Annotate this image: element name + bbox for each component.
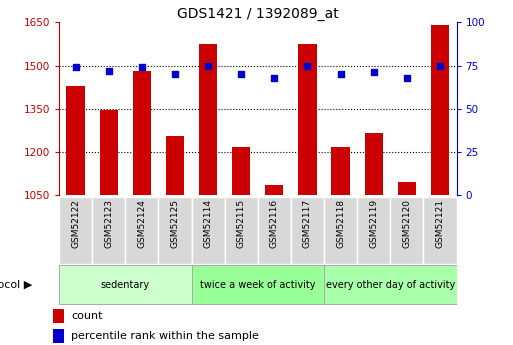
Text: GSM52120: GSM52120 — [402, 199, 411, 248]
Text: GSM52115: GSM52115 — [236, 199, 246, 248]
Bar — [331, 148, 350, 195]
Bar — [265, 185, 284, 195]
Title: GDS1421 / 1392089_at: GDS1421 / 1392089_at — [177, 7, 339, 21]
FancyBboxPatch shape — [159, 197, 191, 264]
Point — [237, 71, 245, 77]
FancyBboxPatch shape — [423, 197, 457, 264]
FancyBboxPatch shape — [191, 265, 324, 305]
Text: GSM52123: GSM52123 — [104, 199, 113, 248]
FancyBboxPatch shape — [59, 265, 191, 305]
Bar — [232, 148, 250, 195]
FancyBboxPatch shape — [324, 197, 357, 264]
Point — [171, 71, 179, 77]
Bar — [299, 44, 317, 195]
FancyBboxPatch shape — [324, 265, 457, 305]
Bar — [431, 25, 449, 195]
Text: GSM52114: GSM52114 — [204, 199, 212, 248]
Point — [303, 63, 311, 68]
Point — [337, 71, 345, 77]
FancyBboxPatch shape — [258, 197, 291, 264]
Text: GSM52121: GSM52121 — [436, 199, 444, 248]
Bar — [67, 86, 85, 195]
Bar — [166, 136, 184, 195]
Text: GSM52124: GSM52124 — [137, 199, 146, 248]
Point — [71, 65, 80, 70]
FancyBboxPatch shape — [225, 197, 258, 264]
Bar — [53, 329, 64, 343]
FancyBboxPatch shape — [390, 197, 423, 264]
Text: GSM52119: GSM52119 — [369, 199, 378, 248]
Text: GSM52118: GSM52118 — [336, 199, 345, 248]
Point — [105, 68, 113, 73]
Point — [270, 75, 279, 80]
Bar — [100, 110, 118, 195]
Text: GSM52116: GSM52116 — [270, 199, 279, 248]
Point — [204, 63, 212, 68]
Text: sedentary: sedentary — [101, 280, 150, 289]
Text: percentile rank within the sample: percentile rank within the sample — [71, 331, 259, 341]
Bar — [133, 71, 151, 195]
Text: GSM52122: GSM52122 — [71, 199, 80, 248]
Text: twice a week of activity: twice a week of activity — [200, 280, 315, 289]
Point — [137, 65, 146, 70]
FancyBboxPatch shape — [125, 197, 159, 264]
Point — [403, 75, 411, 80]
FancyBboxPatch shape — [92, 197, 125, 264]
FancyBboxPatch shape — [357, 197, 390, 264]
FancyBboxPatch shape — [59, 197, 92, 264]
Point — [370, 70, 378, 75]
Bar — [199, 44, 217, 195]
Point — [436, 63, 444, 68]
Text: GSM52125: GSM52125 — [170, 199, 180, 248]
FancyBboxPatch shape — [291, 197, 324, 264]
Bar — [365, 133, 383, 195]
Bar — [53, 309, 64, 323]
Text: protocol ▶: protocol ▶ — [0, 280, 32, 289]
FancyBboxPatch shape — [191, 197, 225, 264]
Text: every other day of activity: every other day of activity — [326, 280, 455, 289]
Text: count: count — [71, 312, 103, 322]
Text: GSM52117: GSM52117 — [303, 199, 312, 248]
Bar — [398, 182, 416, 195]
